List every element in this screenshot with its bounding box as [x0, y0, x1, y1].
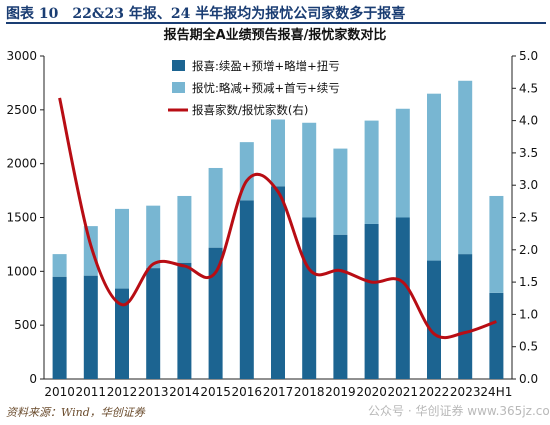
left-tick-label: 500	[14, 318, 37, 332]
bar-good	[146, 268, 161, 379]
bar-bad	[52, 254, 67, 277]
left-tick-label: 2000	[6, 157, 37, 171]
x-tick-label: 2011	[76, 385, 107, 399]
bar-good	[364, 223, 379, 379]
bar-bad	[302, 122, 317, 218]
left-tick-label: 1000	[6, 264, 37, 278]
bar-bad	[458, 80, 473, 255]
chart-title: 报告期全A业绩预告报喜/报忧家数对比	[164, 27, 387, 43]
bar-good	[458, 254, 473, 379]
bar-good	[333, 234, 348, 379]
left-tick-label: 1500	[6, 211, 37, 225]
bar-bad	[83, 226, 98, 276]
right-tick-label: 4.5	[519, 81, 538, 95]
left-tick-label: 2500	[6, 103, 37, 117]
legend-label-bad: 报忧:略减+预减+首亏+续亏	[192, 81, 340, 95]
x-tick-label: 2022	[419, 385, 450, 399]
right-tick-label: 2.0	[519, 243, 538, 257]
source-note: 资料来源：Wind，华创证券	[6, 406, 145, 419]
bar-bad	[427, 93, 441, 261]
left-tick-label: 0	[29, 372, 37, 386]
right-tick-label: 2.5	[519, 211, 538, 225]
x-tick-label: 2018	[294, 385, 325, 399]
bar-good	[115, 288, 129, 379]
title-rule	[6, 22, 546, 24]
bar-bad	[333, 148, 348, 235]
bar-bad	[489, 195, 504, 293]
bar-bad	[177, 195, 192, 263]
x-tick-label: 24H1	[480, 385, 512, 399]
bar-good	[395, 217, 410, 379]
x-tick-label: 2017	[263, 385, 294, 399]
bar-good	[177, 262, 192, 379]
x-tick-label: 2021	[388, 385, 419, 399]
right-tick-label: 3.0	[519, 178, 538, 192]
x-tick-label: 2019	[325, 385, 356, 399]
right-tick-label: 0.5	[519, 340, 538, 354]
bar-bad	[208, 167, 223, 248]
bar-bad	[271, 119, 285, 187]
figure-title: 图表 10 22&23 年报、24 半年报均为报忧公司家数多于报喜	[6, 6, 406, 22]
x-tick-label: 2015	[200, 385, 231, 399]
right-tick-label: 0.0	[519, 372, 538, 386]
legend-swatch-good	[172, 60, 185, 71]
bar-good	[83, 275, 98, 379]
bar-good	[208, 247, 223, 379]
x-tick-label: 2014	[169, 385, 200, 399]
x-tick-label: 2012	[107, 385, 138, 399]
x-tick-label: 2023	[450, 385, 481, 399]
bar-bad	[146, 205, 161, 269]
left-tick-label: 3000	[6, 49, 37, 63]
right-tick-label: 1.0	[519, 307, 538, 321]
legend-label-good: 报喜:续盈+预增+略增+扭亏	[192, 59, 340, 73]
x-tick-label: 2013	[138, 385, 169, 399]
chart: 报告期全A业绩预告报喜/报忧家数对比 0 500 1000 1500 2000 2500 30…	[6, 27, 538, 399]
bar-good	[52, 276, 67, 379]
legend-label-ratio: 报喜家数/报忧家数(右)	[192, 103, 308, 117]
bar-bad	[364, 120, 379, 224]
right-tick-label: 1.5	[519, 275, 538, 289]
bar-good	[239, 200, 254, 379]
x-tick-label: 2016	[232, 385, 263, 399]
right-tick-label: 3.5	[519, 146, 538, 160]
right-tick-label: 4.0	[519, 114, 538, 128]
bar-good	[489, 292, 504, 379]
bar-bad	[115, 208, 129, 289]
x-tick-label: 2010	[44, 385, 75, 399]
bar-good	[427, 260, 441, 379]
watermark: 公众号 · 华创证券 www.365jz.com	[368, 404, 550, 418]
legend-swatch-bad	[172, 82, 185, 93]
bar-bad	[395, 108, 410, 218]
right-tick-label: 5.0	[519, 49, 538, 63]
bar-good	[271, 186, 285, 379]
x-tick-label: 2020	[356, 385, 387, 399]
bar-good	[302, 217, 317, 379]
